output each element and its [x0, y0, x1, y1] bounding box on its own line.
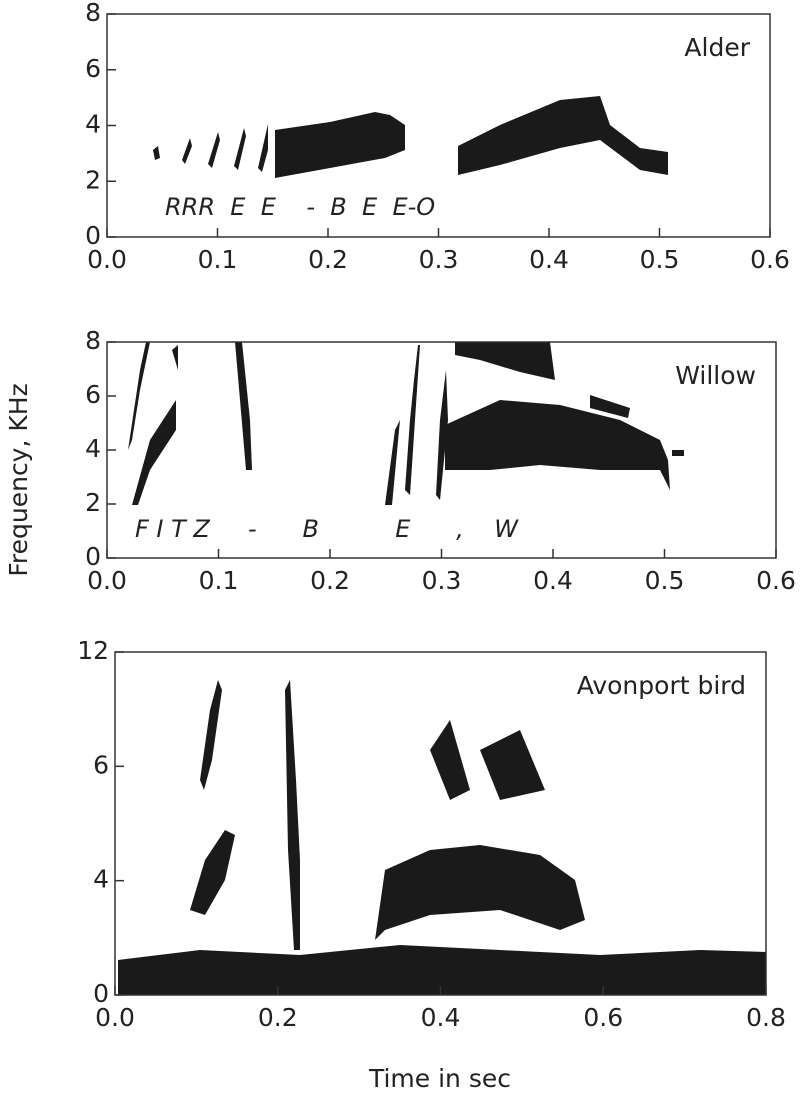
syllable-annotation: F I T Z - B E , W	[135, 515, 519, 543]
x-tick-label: 0.5	[645, 566, 685, 595]
y-tick-label: 8	[85, 326, 101, 355]
x-tick-label: 0.0	[95, 1003, 135, 1032]
spectrogram-traces	[118, 96, 766, 995]
x-tick-label: 0.6	[583, 1003, 623, 1032]
y-tick-label: 6	[93, 750, 109, 779]
syllable-annotation: RRR E E - B E E-O	[165, 193, 435, 221]
x-tick-label: 0.8	[746, 1003, 786, 1032]
x-tick-label: 0.0	[87, 245, 127, 274]
y-tick-label: 2	[85, 488, 101, 517]
panel-label: Avonport bird	[577, 671, 746, 700]
spectrogram-trace	[385, 342, 684, 505]
x-tick-label: 0.5	[640, 245, 680, 274]
y-tick-label: 8	[85, 0, 101, 27]
panel-label: Alder	[684, 33, 750, 62]
y-tick-label: 6	[85, 380, 101, 409]
y-tick-label: 6	[85, 54, 101, 83]
x-tick-label: 0.4	[529, 245, 569, 274]
y-tick-label: 4	[85, 110, 101, 139]
y-tick-label: 0	[93, 979, 109, 1008]
y-tick-label: 0	[85, 542, 101, 571]
x-tick-label: 0.1	[198, 245, 238, 274]
y-tick-label: 12	[77, 636, 109, 665]
spectrogram-trace	[458, 96, 668, 175]
y-axis-label: Frequency, KHz	[4, 383, 33, 576]
spectrogram-trace	[118, 945, 766, 995]
spectrogram-trace	[128, 342, 252, 505]
x-axis-label: Time in sec	[368, 1064, 511, 1093]
y-tick-label: 2	[85, 165, 101, 194]
x-tick-label: 0.4	[421, 1003, 461, 1032]
x-tick-label: 0.2	[310, 566, 350, 595]
x-tick-label: 0.4	[533, 566, 573, 595]
spectrogram-trace	[190, 680, 585, 950]
y-tick-label: 4	[85, 434, 101, 463]
x-tick-label: 0.1	[199, 566, 239, 595]
panel-label: Willow	[675, 361, 756, 390]
x-tick-label: 0.0	[87, 566, 127, 595]
spectrogram-trace	[153, 112, 405, 178]
x-tick-label: 0.6	[750, 245, 790, 274]
y-tick-label: 4	[93, 865, 109, 894]
y-tick-label: 0	[85, 221, 101, 250]
x-tick-label: 0.2	[308, 245, 348, 274]
x-tick-label: 0.6	[756, 566, 796, 595]
x-tick-label: 0.3	[422, 566, 462, 595]
x-tick-label: 0.2	[258, 1003, 298, 1032]
x-tick-label: 0.3	[419, 245, 459, 274]
